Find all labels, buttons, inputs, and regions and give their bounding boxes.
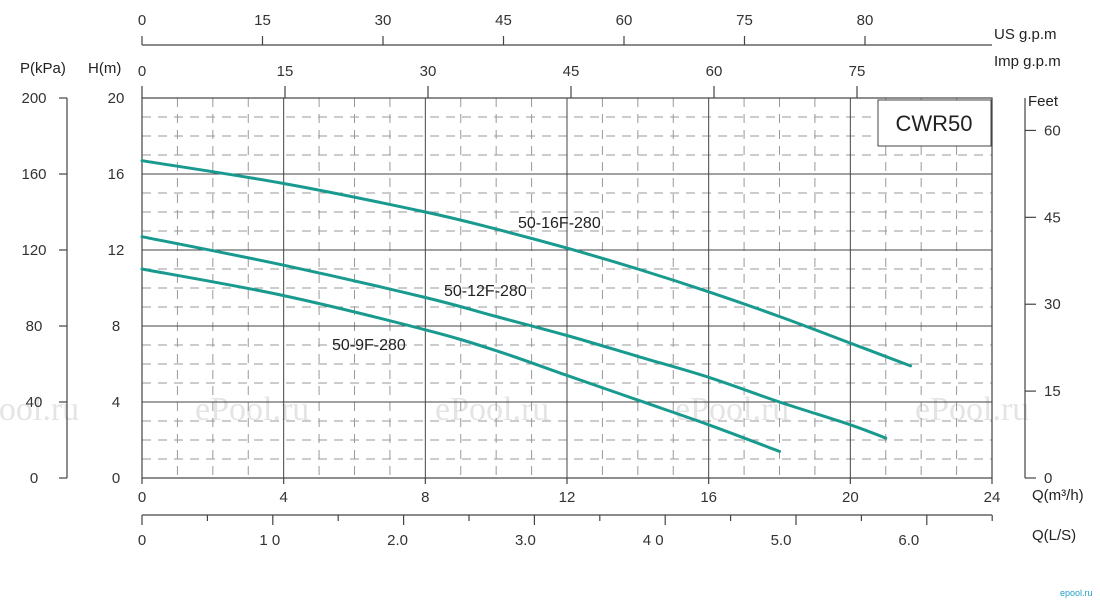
y-tick-label: 16 (108, 166, 125, 183)
feet-tick-label: 45 (1044, 209, 1061, 226)
us-gpm-tick-label: 45 (495, 12, 512, 29)
curve-50-16F-280 (140, 159, 913, 368)
kpa-unit-label: P(kPa) (20, 60, 66, 77)
flow-ls-unit-label: Q(L/S) (1032, 527, 1076, 544)
x-tick-label: 16 (700, 489, 717, 506)
y-tick-label: 4 (112, 394, 120, 411)
watermark-text: Pool.ru (0, 391, 79, 428)
imp-gpm-tick-label: 75 (849, 63, 866, 80)
imp-gpm-tick-label: 45 (563, 63, 580, 80)
ls-tick-label: 2.0 (387, 532, 408, 549)
kpa-tick-label: 0 (30, 470, 38, 487)
watermark-text: ePool.ru (195, 391, 309, 428)
imp-gpm-tick-label: 15 (277, 63, 294, 80)
imp-gpm-unit-label: Imp g.p.m (994, 53, 1061, 70)
x-tick-label: 8 (421, 489, 429, 506)
watermark-text: ePool.ru (675, 391, 789, 428)
x-tick-label: 4 (279, 489, 287, 506)
model-label: CWR50 (895, 111, 972, 136)
y-tick-label: 20 (108, 90, 125, 107)
us-gpm-tick-label: 75 (736, 12, 753, 29)
imp-gpm-tick-label: 30 (420, 63, 437, 80)
curves: 50-16F-280 50-12F-280 50-9F-280 (140, 159, 913, 453)
watermark-text: ePool.ru (435, 391, 549, 428)
curve-label: 50-12F-280 (444, 283, 527, 300)
x-tick-label: 0 (138, 489, 146, 506)
feet-tick-label: 0 (1044, 470, 1052, 487)
ls-tick-label: 6.0 (898, 532, 919, 549)
y-tick-label: 8 (112, 318, 120, 335)
watermark-layer: Pool.ru ePool.ru ePool.ru ePool.ru ePool.ru (0, 391, 1029, 428)
y-tick-label: 0 (112, 470, 120, 487)
watermark-text: ePool.ru (915, 391, 1029, 428)
imp-gpm-tick-label: 60 (706, 63, 723, 80)
kpa-tick-label: 160 (21, 166, 46, 183)
flow-m3h-unit-label: Q(m³/h) (1032, 487, 1084, 504)
x-tick-label: 20 (842, 489, 859, 506)
feet-tick-label: 30 (1044, 296, 1061, 313)
kpa-tick-label: 40 (26, 394, 43, 411)
feet-unit-label: Feet (1028, 93, 1059, 110)
curve-label: 50-16F-280 (518, 215, 601, 232)
feet-tick-label: 15 (1044, 383, 1061, 400)
grid (141, 97, 993, 479)
kpa-tick-label: 120 (21, 242, 46, 259)
feet-tick-label: 60 (1044, 122, 1061, 139)
curve-50-9F-280 (140, 267, 781, 453)
head-unit-label: H(m) (88, 60, 121, 77)
curve-50-12F-280 (140, 235, 888, 440)
model-box (877, 99, 992, 147)
us-gpm-tick-label: 15 (254, 12, 271, 29)
ls-tick-label: 1 0 (259, 532, 280, 549)
ls-tick-label: 4 0 (643, 532, 664, 549)
imp-gpm-tick-label: 0 (138, 63, 146, 80)
us-gpm-tick-label: 30 (375, 12, 392, 29)
ls-tick-label: 5.0 (771, 532, 792, 549)
curve-label: 50-9F-280 (332, 337, 406, 354)
brand-logo: epool.ru (1060, 588, 1093, 598)
x-tick-label: 24 (984, 489, 1001, 506)
ls-tick-label: 3.0 (515, 532, 536, 549)
kpa-tick-label: 200 (21, 90, 46, 107)
us-gpm-unit-label: US g.p.m (994, 26, 1057, 43)
kpa-tick-label: 80 (26, 318, 43, 335)
us-gpm-tick-label: 80 (857, 12, 874, 29)
ls-tick-label: 0 (138, 532, 146, 549)
x-tick-label: 12 (559, 489, 576, 506)
axes: 0 4 8 12 16 20 2404812162004080120160200015304… (21, 12, 1060, 549)
us-gpm-tick-label: 0 (138, 12, 146, 29)
us-gpm-tick-label: 60 (616, 12, 633, 29)
y-tick-label: 12 (108, 242, 125, 259)
